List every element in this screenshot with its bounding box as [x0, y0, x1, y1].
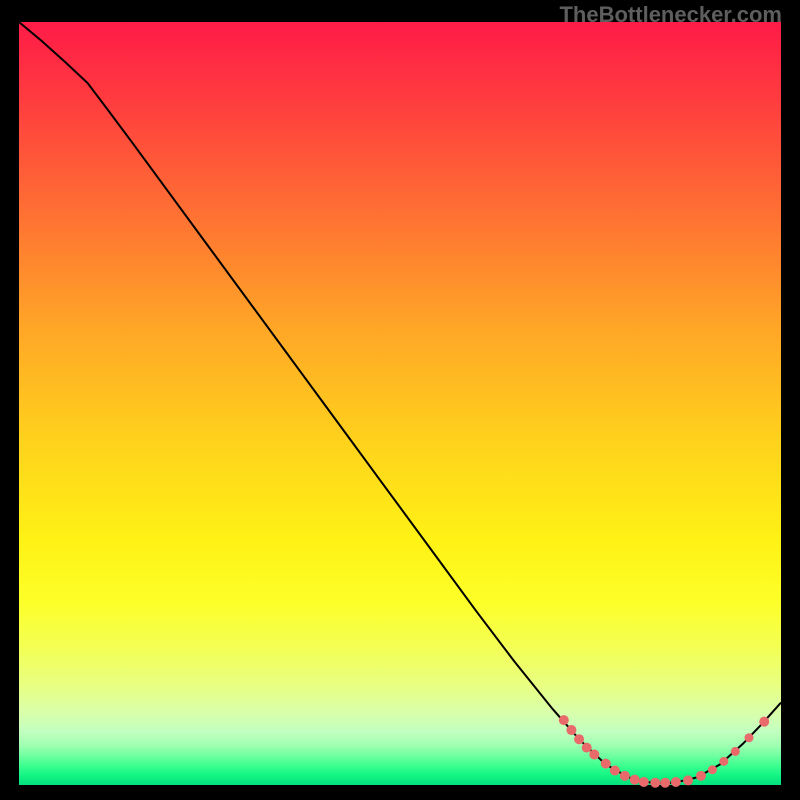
- plot-background: [19, 22, 781, 785]
- data-marker: [650, 778, 660, 788]
- data-marker: [559, 715, 569, 725]
- data-marker: [601, 759, 611, 769]
- bottleneck-chart: [0, 0, 800, 800]
- data-marker: [683, 775, 693, 785]
- data-marker: [671, 777, 681, 787]
- data-marker: [708, 765, 717, 774]
- data-marker: [589, 749, 599, 759]
- data-marker: [745, 733, 754, 742]
- data-marker: [566, 725, 576, 735]
- data-marker: [660, 778, 670, 788]
- data-marker: [582, 743, 592, 753]
- data-marker: [639, 777, 649, 787]
- data-marker: [620, 771, 630, 781]
- data-marker: [696, 771, 706, 781]
- data-marker: [630, 775, 640, 785]
- data-marker: [731, 747, 740, 756]
- data-marker: [759, 717, 769, 727]
- watermark-text: TheBottlenecker.com: [559, 2, 782, 28]
- data-marker: [610, 766, 620, 776]
- data-marker: [574, 734, 584, 744]
- data-marker: [719, 757, 728, 766]
- chart-container: { "canvas": { "width": 800, "height": 80…: [0, 0, 800, 800]
